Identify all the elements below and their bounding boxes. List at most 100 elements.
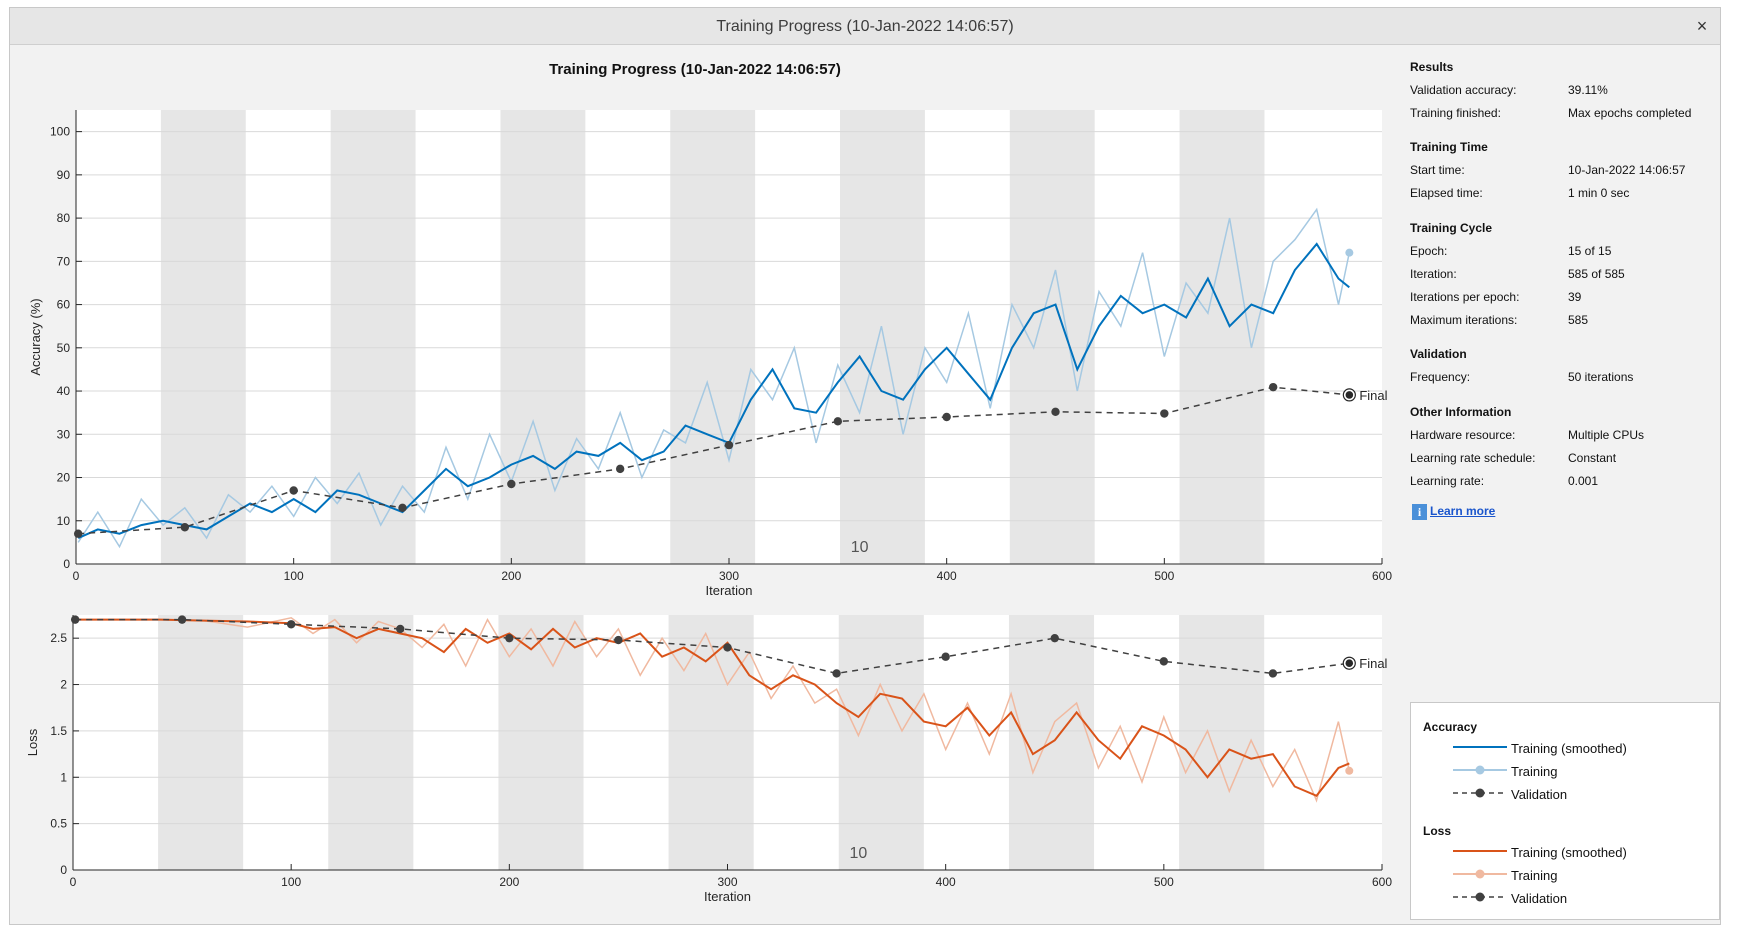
elapsed-time-label: Elapsed time: [1410,186,1483,200]
iteration-value: 585 of 585 [1568,267,1625,281]
frequency-value: 50 iterations [1568,370,1634,384]
loss-validation-point [505,633,514,643]
accuracy-training-smoothed-line [77,242,1350,540]
learning-rate-label: Learning rate: [1410,474,1485,488]
accuracy-x-tick-label: 600 [1372,569,1392,583]
accuracy-validation-point [1051,407,1060,417]
training-finished-label: Training finished: [1410,106,1501,120]
hardware-resource-value: Multiple CPUs [1568,428,1645,442]
loss-y-tick-label: 0.5 [50,817,67,831]
accuracy-training-final-point [1345,248,1354,257]
maximum-iterations-label: Maximum iterations: [1410,313,1518,327]
accuracy-training-line [77,207,1351,549]
accuracy-epoch-band [670,110,756,564]
close-button[interactable]: × [1696,16,1708,36]
accuracy-y-tick-label: 80 [57,211,71,225]
training-finished-value: Max epochs completed [1568,106,1692,120]
accuracy-epoch-band [160,110,246,564]
training-time-heading: Training Time [1410,140,1488,154]
loss-validation-point [723,643,732,652]
accuracy-epoch-band [1009,110,1095,564]
loss-x-tick-label: 100 [281,875,301,889]
accuracy-validation-point [724,440,734,450]
legend: Accuracy Training (smoothed) Training Va… [1410,702,1720,920]
loss-epoch-number: 10 [850,845,868,862]
loss-epoch-band [158,615,244,870]
legend-acc-validation-label: Validation [1511,787,1568,802]
learning-rate-schedule-value: Constant [1568,451,1617,465]
accuracy-validation-point [73,529,83,538]
iterations-per-epoch-label: Iterations per epoch: [1410,290,1520,304]
loss-validation-point [1159,657,1169,666]
loss-y-tick-label: 0 [60,863,67,877]
accuracy-y-tick-label: 40 [57,384,71,398]
loss-x-tick-label: 500 [1154,875,1174,889]
accuracy-epoch-band [1179,110,1265,564]
accuracy-epoch-band [500,110,586,564]
info-icon: i [1412,504,1427,520]
loss-validation-point [941,652,950,661]
epoch-label: Epoch: [1410,244,1448,258]
accuracy-x-axis-label: Iteration [706,583,753,598]
accuracy-y-tick-label: 30 [57,427,71,441]
accuracy-validation-point [615,464,625,474]
other-information-heading: Other Information [1410,405,1512,419]
loss-validation-point [70,615,80,624]
loss-validation-point [177,615,187,624]
accuracy-validation-point [398,503,407,512]
accuracy-y-tick-label: 100 [50,125,70,139]
loss-y-tick-label: 2.5 [50,631,67,645]
learning-rate-schedule-label: Learning rate schedule: [1410,451,1536,465]
loss-x-tick-label: 400 [936,875,956,889]
start-time-label: Start time: [1410,163,1465,177]
loss-x-tick-label: 200 [499,875,519,889]
loss-validation-final-point [1345,659,1354,668]
iterations-per-epoch-value: 39 [1568,290,1582,304]
loss-epoch-band [498,615,584,870]
loss-x-tick-label: 0 [70,875,77,889]
loss-x-axis-label: Iteration [704,889,751,904]
loss-validation-point [1050,633,1059,643]
accuracy-validation-point [507,479,516,489]
elapsed-time-value: 1 min 0 sec [1568,186,1630,200]
legend-acc-training-swatch [1453,765,1507,775]
loss-y-tick-label: 1.5 [50,724,67,738]
accuracy-y-tick-label: 0 [63,557,70,571]
training-charts: 0 100 200 300 400 500 600010203040506070809010… [25,110,1392,904]
legend-acc-training-label: Training [1511,764,1558,779]
loss-validation-point [286,620,296,629]
title-bar[interactable]: Training Progress (10-Jan-2022 14:06:57)… [10,8,1720,45]
legend-acc-validation-swatch [1453,788,1507,798]
accuracy-y-tick-label: 50 [57,341,71,355]
training-cycle-heading: Training Cycle [1410,221,1493,235]
legend-loss-smoothed-swatch [1453,850,1507,852]
loss-validation-point [1268,669,1278,678]
accuracy-x-tick-label: 500 [1154,569,1174,583]
loss-x-tick-label: 300 [717,875,737,889]
loss-training-final-point [1345,766,1354,775]
loss-y-tick-label: 2 [60,678,67,692]
loss-y-tick-label: 1 [60,770,67,784]
accuracy-validation-point [1268,382,1278,392]
accuracy-validation-point [1160,409,1169,418]
loss-x-tick-label: 600 [1372,875,1392,889]
loss-training-line [75,616,1351,803]
validation-accuracy-value: 39.11% [1568,83,1608,97]
accuracy-x-tick-label: 100 [284,569,304,583]
learn-more-link[interactable]: i Learn more [1412,504,1495,520]
results-heading: Results [1410,60,1454,74]
legend-accuracy-heading: Accuracy [1423,720,1478,734]
loss-y-axis-label: Loss [25,728,40,756]
validation-accuracy-label: Validation accuracy: [1410,83,1517,97]
window-title: Training Progress (10-Jan-2022 14:06:57) [716,18,1014,35]
legend-loss-validation-swatch [1453,892,1507,902]
frequency-label: Frequency: [1410,370,1471,384]
legend-loss-validation-label: Validation [1511,891,1568,906]
accuracy-y-tick-label: 10 [57,514,71,528]
accuracy-epoch-number: 10 [851,539,869,556]
hardware-resource-label: Hardware resource: [1410,428,1516,442]
accuracy-x-tick-label: 200 [501,569,521,583]
accuracy-final-label: Final [1359,388,1387,403]
legend-acc-smoothed-swatch [1453,746,1507,748]
accuracy-x-tick-label: 400 [937,569,957,583]
